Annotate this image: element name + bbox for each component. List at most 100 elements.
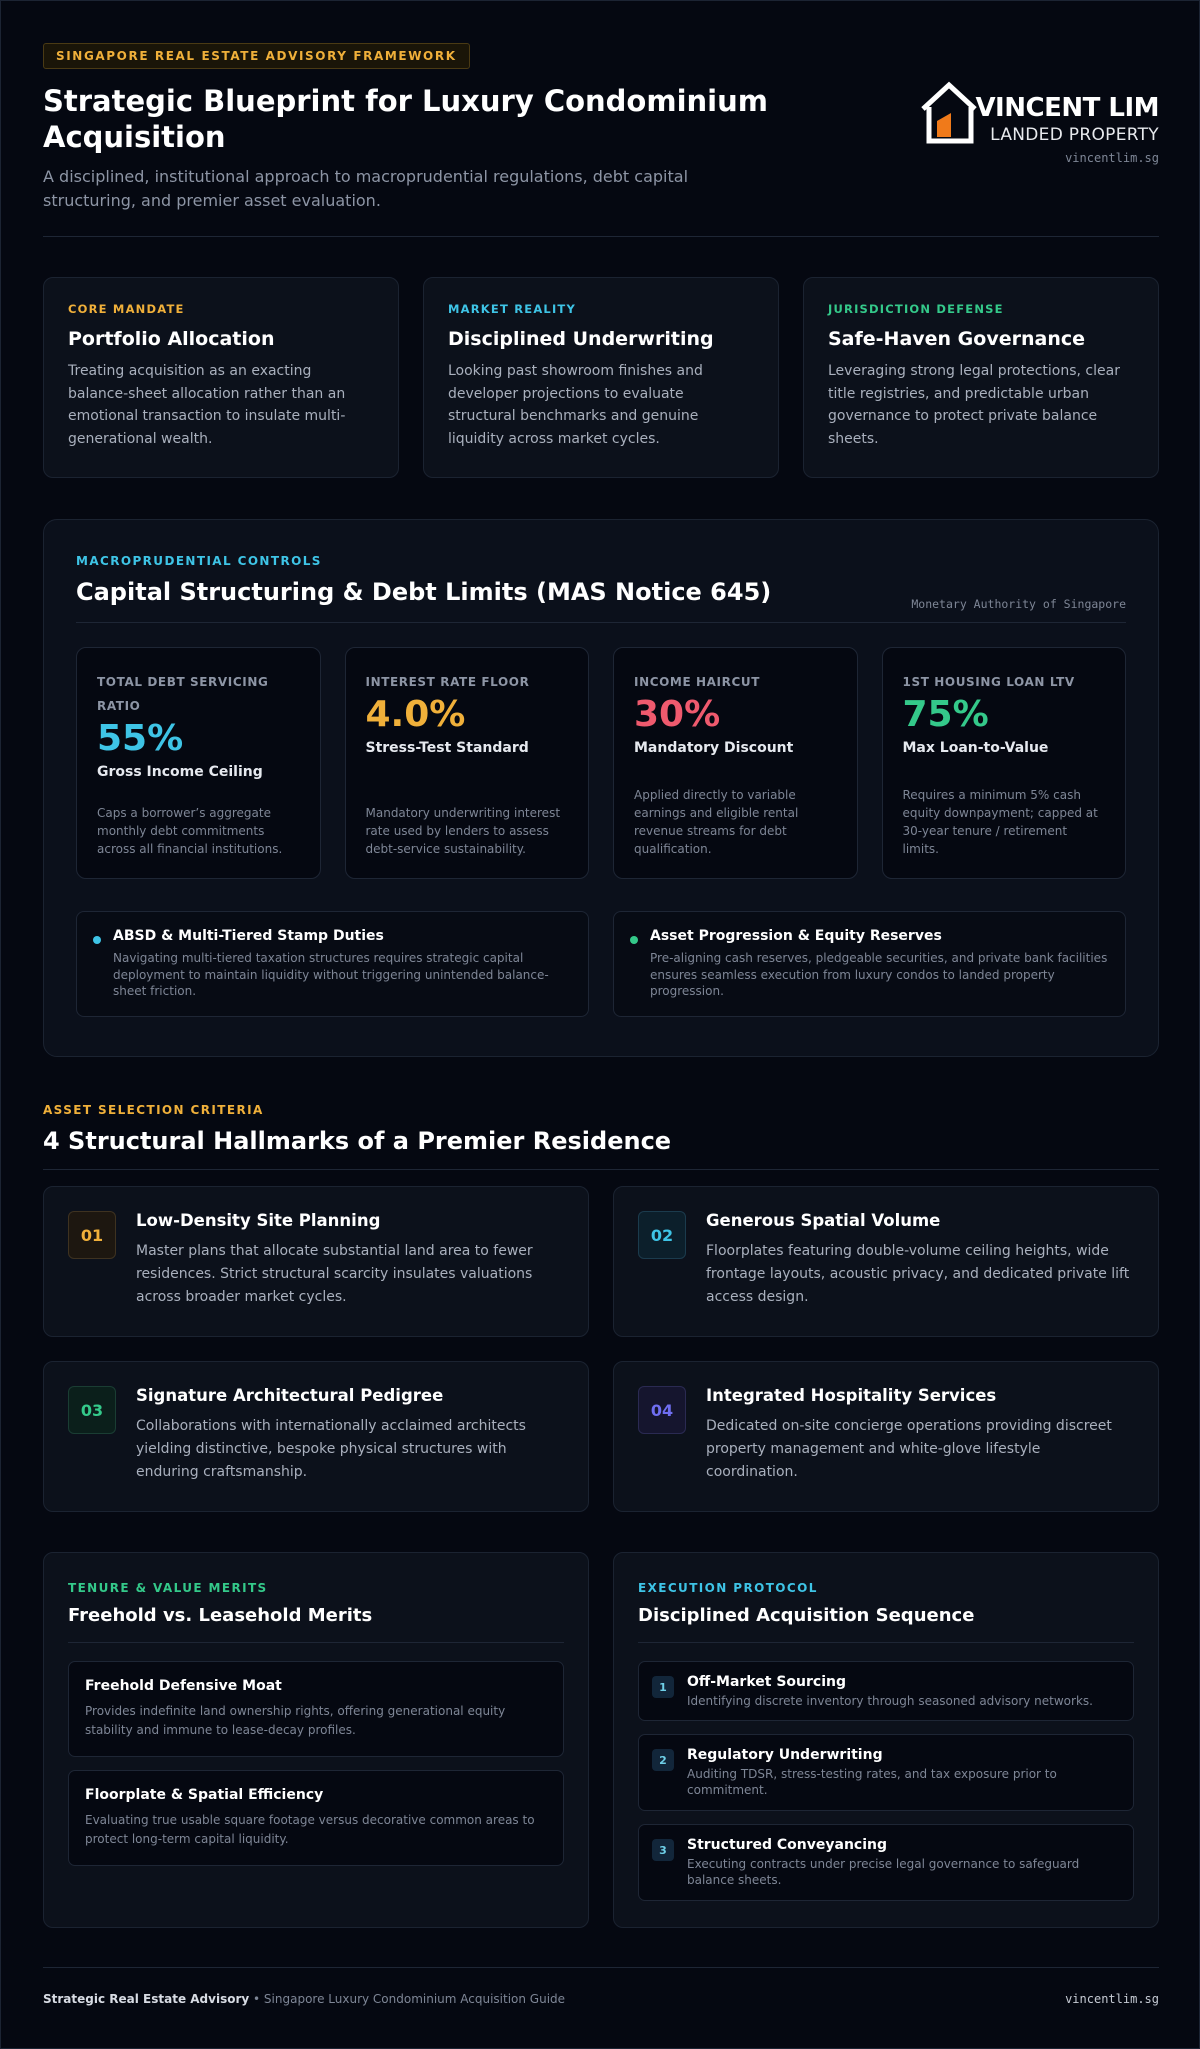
house-logo-icon (921, 81, 977, 144)
footer-guide: Singapore Luxury Condominium Acquisition… (263, 1992, 566, 2006)
brand-logo[interactable]: VINCENT LIM LANDED PROPERTY vincentlim.s… (919, 79, 1159, 171)
footer-credit: Strategic Real Estate Advisory • Singapo… (43, 1992, 565, 2006)
page-title: Strategic Blueprint for Luxury Condomini… (43, 84, 768, 154)
divider (638, 1642, 1134, 1643)
merit-title: Freehold Defensive Moat (85, 1678, 282, 1694)
hallmark-number: 01 (68, 1211, 116, 1259)
metric-value: 4.0% (365, 694, 466, 735)
note-description: Navigating multi-tiered taxation structu… (113, 951, 549, 998)
bullet-dot-icon (93, 936, 101, 944)
hallmark-title: Low-Density Site Planning (136, 1211, 381, 1230)
metric-subtitle: Mandatory Discount (634, 740, 794, 756)
step-description: Auditing TDSR, stress-testing rates, and… (687, 1767, 1057, 1797)
section-title: 4 Structural Hallmarks of a Premier Resi… (43, 1127, 672, 1155)
step-description: Executing contracts under precise legal … (687, 1857, 1080, 1887)
pillar-tag: MARKET REALITY (448, 302, 577, 316)
footer-url[interactable]: vincentlim.sg (1065, 1992, 1159, 2006)
metric-value: 55% (97, 718, 184, 759)
metric-card-income-haircut: INCOME HAIRCUT 30% Mandatory Discount Ap… (613, 647, 858, 879)
metric-subtitle: Max Loan-to-Value (902, 740, 1049, 756)
hallmarks-header: ASSET SELECTION CRITERIA 4 Structural Ha… (43, 1103, 1159, 1170)
hallmark-card: 02 Generous Spatial Volume Floorplates f… (613, 1186, 1159, 1337)
pillar-description: Looking past showroom finishes and devel… (448, 363, 703, 447)
step-title: Regulatory Underwriting (687, 1747, 883, 1763)
pillar-tag: JURISDICTION DEFENSE (828, 302, 1004, 316)
panel-title: Freehold vs. Leasehold Merits (68, 1605, 373, 1626)
metric-card-ltv: 1ST HOUSING LOAN LTV 75% Max Loan-to-Val… (881, 647, 1126, 879)
section-tag: TENURE & VALUE MERITS (68, 1581, 268, 1595)
execution-panel: EXECUTION PROTOCOL Disciplined Acquisiti… (613, 1552, 1159, 1928)
pillar-card-portfolio: CORE MANDATE Portfolio Allocation Treati… (43, 277, 399, 478)
step-card: 2 Regulatory Underwriting Auditing TDSR,… (638, 1734, 1134, 1811)
merit-card: Freehold Defensive Moat Provides indefin… (68, 1661, 564, 1757)
metric-card-tdsr: TOTAL DEBT SERVICING RATIO 55% Gross Inc… (76, 647, 321, 879)
logo-subtitle: LANDED PROPERTY (990, 125, 1159, 145)
step-title: Off-Market Sourcing (687, 1674, 846, 1690)
logo-name: VINCENT LIM (975, 93, 1159, 123)
pillar-cards: CORE MANDATE Portfolio Allocation Treati… (43, 277, 1159, 478)
metric-label: TOTAL DEBT SERVICING RATIO (97, 675, 269, 713)
note-title: ABSD & Multi-Tiered Stamp Duties (113, 928, 384, 944)
divider (68, 1642, 564, 1643)
framework-badge: SINGAPORE REAL ESTATE ADVISORY FRAMEWORK (43, 43, 470, 69)
logo-url[interactable]: vincentlim.sg (1065, 151, 1159, 165)
header: SINGAPORE REAL ESTATE ADVISORY FRAMEWORK… (43, 43, 1159, 237)
authority-label: Monetary Authority of Singapore (911, 597, 1126, 611)
pillar-card-underwriting: MARKET REALITY Disciplined Underwriting … (423, 277, 779, 478)
metric-label: INCOME HAIRCUT (634, 675, 761, 689)
pillar-title: Disciplined Underwriting (448, 328, 714, 350)
hallmark-card: 04 Integrated Hospitality Services Dedic… (613, 1361, 1159, 1512)
panel-title: Disciplined Acquisition Sequence (638, 1605, 975, 1626)
hallmark-description: Collaborations with internationally accl… (136, 1418, 526, 1480)
footer-brand: Strategic Real Estate Advisory (43, 1992, 250, 2006)
merit-title: Floorplate & Spatial Efficiency (85, 1787, 324, 1803)
pillar-title: Portfolio Allocation (68, 328, 275, 350)
pillar-description: Treating acquisition as an exacting bala… (68, 363, 346, 447)
step-number: 3 (652, 1839, 674, 1861)
note-cards: ABSD & Multi-Tiered Stamp Duties Navigat… (76, 911, 1126, 1017)
hallmark-description: Floorplates featuring double-volume ceil… (706, 1243, 1130, 1305)
page-subtitle: A disciplined, institutional approach to… (43, 167, 689, 210)
hallmark-description: Master plans that allocate substantial l… (136, 1243, 533, 1305)
metric-card-interest-floor: INTEREST RATE FLOOR 4.0% Stress-Test Sta… (344, 647, 589, 879)
pillar-tag: CORE MANDATE (68, 302, 185, 316)
merit-card: Floorplate & Spatial Efficiency Evaluati… (68, 1770, 564, 1866)
step-card: 1 Off-Market Sourcing Identifying discre… (638, 1661, 1134, 1721)
metric-subtitle: Gross Income Ceiling (97, 764, 263, 780)
section-tag: EXECUTION PROTOCOL (638, 1581, 818, 1595)
pillar-title: Safe-Haven Governance (828, 328, 1085, 350)
bullet-dot-icon (630, 936, 638, 944)
divider (43, 1169, 1159, 1170)
hallmark-number: 04 (638, 1386, 686, 1434)
step-card: 3 Structured Conveyancing Executing cont… (638, 1824, 1134, 1901)
metric-subtitle: Stress-Test Standard (365, 740, 529, 756)
step-number: 1 (652, 1676, 674, 1698)
hallmark-card: 03 Signature Architectural Pedigree Coll… (43, 1361, 589, 1512)
pillar-description: Leveraging strong legal protections, cle… (828, 363, 1120, 447)
bottom-panels: TENURE & VALUE MERITS Freehold vs. Lease… (43, 1552, 1159, 1928)
metric-description: Mandatory underwriting interest rate use… (365, 806, 561, 856)
hallmark-title: Signature Architectural Pedigree (136, 1386, 444, 1405)
pillar-card-governance: JURISDICTION DEFENSE Safe-Haven Governan… (803, 277, 1159, 478)
note-title: Asset Progression & Equity Reserves (650, 928, 942, 944)
hallmark-grid: 01 Low-Density Site Planning Master plan… (43, 1186, 1159, 1512)
merit-description: Provides indefinite land ownership right… (85, 1704, 506, 1737)
metric-label: INTEREST RATE FLOOR (365, 675, 530, 689)
footer: Strategic Real Estate Advisory • Singapo… (43, 1967, 1159, 2049)
merit-description: Evaluating true usable square footage ve… (85, 1813, 535, 1846)
hallmark-number: 02 (638, 1211, 686, 1259)
step-description: Identifying discrete inventory through s… (687, 1694, 1093, 1708)
hallmark-card: 01 Low-Density Site Planning Master plan… (43, 1186, 589, 1337)
note-card-stamp-duties: ABSD & Multi-Tiered Stamp Duties Navigat… (76, 911, 589, 1017)
note-card-equity-reserves: Asset Progression & Equity Reserves Pre-… (613, 911, 1126, 1017)
metric-description: Applied directly to variable earnings an… (634, 788, 799, 856)
metric-description: Caps a borrower’s aggregate monthly debt… (97, 806, 283, 856)
capital-structuring-section: MACROPRUDENTIAL CONTROLS Capital Structu… (43, 519, 1159, 1057)
metric-value: 30% (634, 694, 721, 735)
step-number: 2 (652, 1749, 674, 1771)
tenure-panel: TENURE & VALUE MERITS Freehold vs. Lease… (43, 1552, 589, 1928)
metric-cards: TOTAL DEBT SERVICING RATIO 55% Gross Inc… (76, 647, 1126, 879)
section-tag: ASSET SELECTION CRITERIA (43, 1103, 264, 1117)
note-description: Pre-aligning cash reserves, pledgeable s… (650, 951, 1108, 998)
